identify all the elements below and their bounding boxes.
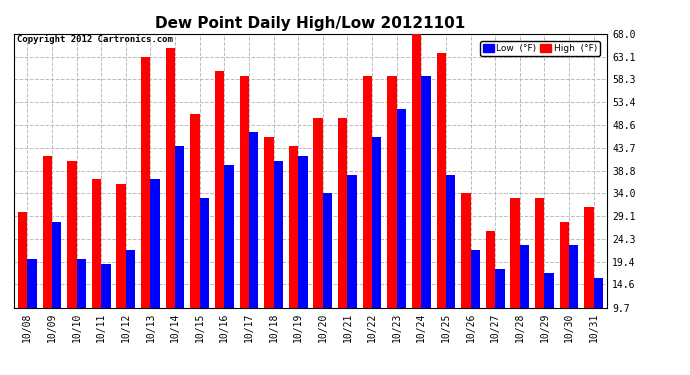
Bar [363,76,372,353]
Bar [437,53,446,353]
Bar [560,222,569,353]
Bar [495,268,504,353]
Bar [461,194,471,353]
Bar [584,207,593,353]
Bar [175,147,184,353]
Bar [471,250,480,353]
Bar [569,245,578,353]
Bar [486,231,495,353]
Bar [101,264,110,353]
Bar [348,175,357,353]
Bar [289,147,298,353]
Bar [126,250,135,353]
Bar [397,109,406,353]
Bar [422,76,431,353]
Bar [92,179,101,353]
Bar [224,165,234,353]
Bar [387,76,397,353]
Bar [593,278,603,353]
Bar [43,156,52,353]
Bar [18,212,28,353]
Bar [313,118,323,353]
Bar [141,57,150,353]
Text: Copyright 2012 Cartronics.com: Copyright 2012 Cartronics.com [17,35,172,44]
Bar [117,184,126,353]
Bar [239,76,249,353]
Bar [199,198,209,353]
Bar [28,259,37,353]
Bar [150,179,160,353]
Bar [412,34,422,353]
Bar [273,160,283,353]
Bar [166,48,175,353]
Bar [249,132,258,353]
Bar [372,137,382,353]
Legend: Low  (°F), High  (°F): Low (°F), High (°F) [480,41,600,56]
Bar [338,118,348,353]
Bar [190,114,199,353]
Bar [52,222,61,353]
Title: Dew Point Daily High/Low 20121101: Dew Point Daily High/Low 20121101 [155,16,466,31]
Bar [520,245,529,353]
Bar [67,160,77,353]
Bar [535,198,544,353]
Bar [77,259,86,353]
Bar [298,156,308,353]
Bar [511,198,520,353]
Bar [215,71,224,353]
Bar [544,273,554,353]
Bar [446,175,455,353]
Bar [264,137,273,353]
Bar [323,194,332,353]
